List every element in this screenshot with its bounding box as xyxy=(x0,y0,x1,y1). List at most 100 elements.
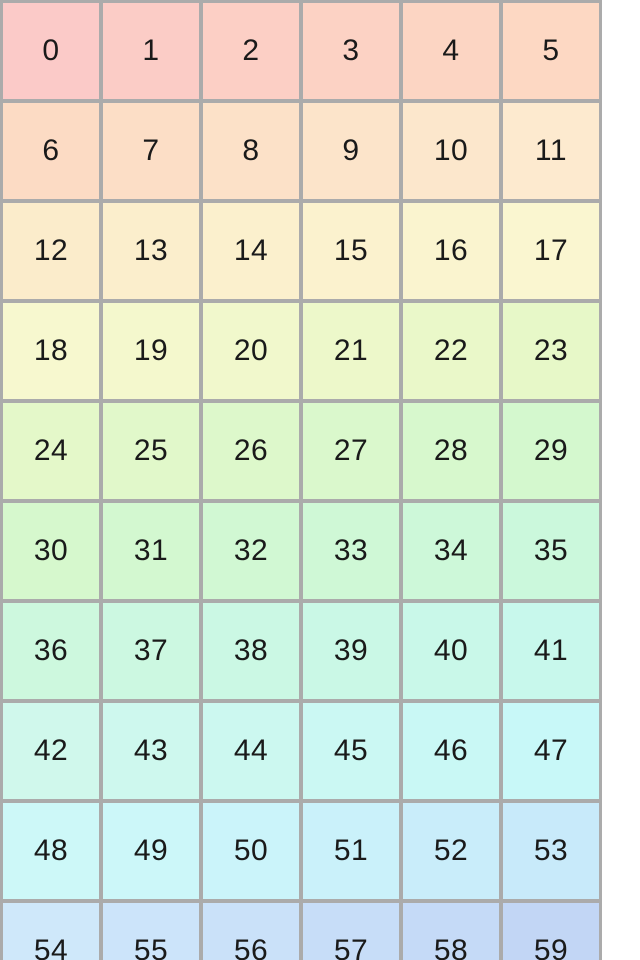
grid-cell[interactable]: 18 xyxy=(3,303,99,399)
grid-cell-label: 28 xyxy=(433,434,469,467)
grid-cell[interactable]: 24 xyxy=(3,403,99,499)
grid-cell[interactable]: 54 xyxy=(3,903,99,960)
grid-cell[interactable]: 47 xyxy=(503,703,599,799)
grid-cell-label: 51 xyxy=(333,834,369,867)
grid-cell[interactable]: 48 xyxy=(3,803,99,899)
grid-cell-label: 49 xyxy=(133,834,169,867)
grid-cell[interactable]: 7 xyxy=(103,103,199,199)
grid-cell[interactable]: 29 xyxy=(503,403,599,499)
grid-cell-label: 22 xyxy=(433,334,469,367)
grid-cell-label: 50 xyxy=(233,834,269,867)
grid-cell-label: 17 xyxy=(533,234,569,267)
grid-cell[interactable]: 46 xyxy=(403,703,499,799)
grid-cell[interactable]: 58 xyxy=(403,903,499,960)
grid-cell[interactable]: 52 xyxy=(403,803,499,899)
grid-cell[interactable]: 50 xyxy=(203,803,299,899)
color-grid-container: 0 1 2 3 4 5 6 7 8 9 10 11 12 13 14 15 16 17 18 19 20 21 22 23 24… xyxy=(0,0,602,960)
grid-cell[interactable]: 45 xyxy=(303,703,399,799)
grid-cell[interactable]: 31 xyxy=(103,503,199,599)
grid-cell-label: 5 xyxy=(542,34,560,67)
grid-cell[interactable]: 41 xyxy=(503,603,599,699)
grid-cell[interactable]: 42 xyxy=(3,703,99,799)
grid-cell-label: 53 xyxy=(533,834,569,867)
grid-cell[interactable]: 51 xyxy=(303,803,399,899)
grid-cell-label: 3 xyxy=(342,34,360,67)
grid-cell[interactable]: 17 xyxy=(503,203,599,299)
grid-cell[interactable]: 1 xyxy=(103,3,199,99)
grid-cell-label: 26 xyxy=(233,434,269,467)
grid-cell[interactable]: 22 xyxy=(403,303,499,399)
grid-cell-label: 23 xyxy=(533,334,569,367)
grid-cell-label: 39 xyxy=(333,634,369,667)
grid-cell-label: 34 xyxy=(433,534,469,567)
grid-cell[interactable]: 5 xyxy=(503,3,599,99)
grid-cell[interactable]: 25 xyxy=(103,403,199,499)
grid-cell-label: 47 xyxy=(533,734,569,767)
grid-cell[interactable]: 57 xyxy=(303,903,399,960)
grid-cell[interactable]: 53 xyxy=(503,803,599,899)
grid-cell-label: 7 xyxy=(142,134,160,167)
grid-cell[interactable]: 32 xyxy=(203,503,299,599)
grid-cell[interactable]: 20 xyxy=(203,303,299,399)
grid-cell-label: 48 xyxy=(33,834,69,867)
grid-cell[interactable]: 27 xyxy=(303,403,399,499)
grid-cell[interactable]: 30 xyxy=(3,503,99,599)
grid-cell-label: 11 xyxy=(534,134,568,167)
grid-cell[interactable]: 2 xyxy=(203,3,299,99)
grid-cell-label: 18 xyxy=(33,334,69,367)
grid-cell[interactable]: 49 xyxy=(103,803,199,899)
grid-cell[interactable]: 8 xyxy=(203,103,299,199)
grid-cell-label: 35 xyxy=(533,534,569,567)
grid-cell-label: 14 xyxy=(233,234,269,267)
grid-cell[interactable]: 6 xyxy=(3,103,99,199)
grid-cell-label: 0 xyxy=(42,34,60,67)
grid-cell-label: 44 xyxy=(233,734,269,767)
grid-cell-label: 52 xyxy=(433,834,469,867)
grid-cell[interactable]: 12 xyxy=(3,203,99,299)
grid-cell[interactable]: 21 xyxy=(303,303,399,399)
grid-cell[interactable]: 39 xyxy=(303,603,399,699)
grid-cell[interactable]: 56 xyxy=(203,903,299,960)
grid-cell[interactable]: 26 xyxy=(203,403,299,499)
grid-cell[interactable]: 16 xyxy=(403,203,499,299)
grid-cell[interactable]: 3 xyxy=(303,3,399,99)
grid-cell-label: 46 xyxy=(433,734,469,767)
grid-cell[interactable]: 15 xyxy=(303,203,399,299)
grid-cell[interactable]: 44 xyxy=(203,703,299,799)
grid-cell[interactable]: 36 xyxy=(3,603,99,699)
grid-cell-label: 10 xyxy=(433,134,469,167)
grid-cell[interactable]: 9 xyxy=(303,103,399,199)
grid-cell[interactable]: 43 xyxy=(103,703,199,799)
grid-cell[interactable]: 13 xyxy=(103,203,199,299)
grid-cell[interactable]: 35 xyxy=(503,503,599,599)
grid-cell[interactable]: 11 xyxy=(503,103,599,199)
grid-cell-label: 56 xyxy=(233,934,269,960)
grid-cell-label: 27 xyxy=(333,434,369,467)
grid-cell-label: 37 xyxy=(133,634,169,667)
grid-cell[interactable]: 10 xyxy=(403,103,499,199)
grid-cell-label: 38 xyxy=(233,634,269,667)
grid-cell[interactable]: 0 xyxy=(3,3,99,99)
grid-cell[interactable]: 40 xyxy=(403,603,499,699)
grid-cell[interactable]: 55 xyxy=(103,903,199,960)
grid-cell[interactable]: 4 xyxy=(403,3,499,99)
grid-cell[interactable]: 19 xyxy=(103,303,199,399)
grid-cell[interactable]: 23 xyxy=(503,303,599,399)
grid-cell-label: 20 xyxy=(233,334,269,367)
grid-cell[interactable]: 28 xyxy=(403,403,499,499)
grid-cell[interactable]: 37 xyxy=(103,603,199,699)
grid-cell-label: 59 xyxy=(533,934,569,960)
color-grid: 0 1 2 3 4 5 6 7 8 9 10 11 12 13 14 15 16 17 18 19 20 21 22 23 24… xyxy=(3,3,599,960)
grid-cell-label: 4 xyxy=(442,34,460,67)
grid-cell-label: 13 xyxy=(133,234,169,267)
grid-cell[interactable]: 33 xyxy=(303,503,399,599)
grid-cell-label: 29 xyxy=(533,434,569,467)
grid-cell[interactable]: 38 xyxy=(203,603,299,699)
grid-cell[interactable]: 14 xyxy=(203,203,299,299)
grid-cell-label: 40 xyxy=(433,634,469,667)
grid-cell-label: 30 xyxy=(33,534,69,567)
grid-cell[interactable]: 59 xyxy=(503,903,599,960)
grid-cell-label: 42 xyxy=(33,734,69,767)
grid-cell-label: 16 xyxy=(433,234,469,267)
grid-cell[interactable]: 34 xyxy=(403,503,499,599)
